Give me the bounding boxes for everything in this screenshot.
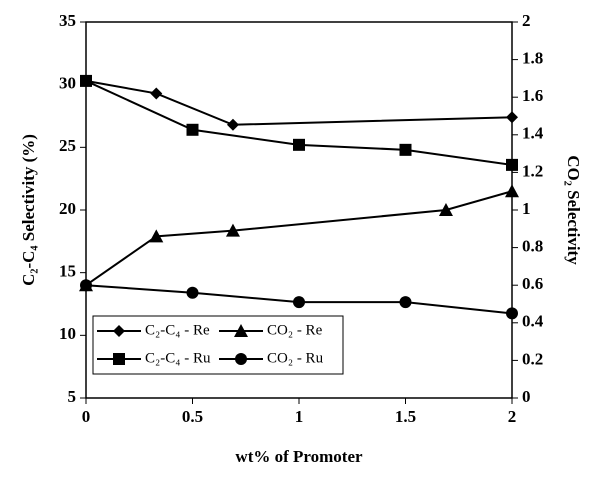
marker bbox=[438, 203, 453, 216]
y-tick-label: 25 bbox=[59, 136, 76, 155]
y2-axis-title: CO₂ Selectivity bbox=[564, 155, 583, 265]
y-tick-label: 15 bbox=[59, 262, 76, 281]
series-line bbox=[85, 79, 513, 126]
marker bbox=[506, 158, 518, 171]
y2-tick-label: 0.4 bbox=[522, 312, 544, 331]
legend-label: C₂-C₄ - Re bbox=[145, 322, 210, 338]
marker bbox=[399, 296, 412, 309]
marker bbox=[234, 324, 248, 337]
y-tick-label: 20 bbox=[59, 199, 76, 218]
legend bbox=[92, 315, 344, 375]
y2-tick-label: 1 bbox=[522, 199, 531, 218]
marker bbox=[80, 279, 92, 292]
x-tick-label: 2 bbox=[508, 407, 517, 426]
legend-label: C₂-C₄ - Ru bbox=[145, 350, 211, 366]
marker bbox=[235, 353, 247, 365]
y2-tick-label: 1.6 bbox=[522, 86, 543, 105]
x-tick-label: 1.5 bbox=[395, 407, 416, 426]
y-tick-label: 30 bbox=[59, 74, 76, 93]
marker bbox=[80, 74, 92, 87]
marker bbox=[225, 223, 240, 237]
y2-tick-label: 1.2 bbox=[522, 161, 543, 180]
marker bbox=[226, 118, 239, 131]
y2-tick-label: 1.8 bbox=[522, 49, 543, 68]
y2-tick-label: 2 bbox=[522, 11, 531, 30]
legend-label: CO₂ - Re bbox=[267, 322, 323, 338]
y2-tick-label: 1.4 bbox=[522, 124, 544, 143]
marker bbox=[505, 184, 519, 198]
y-tick-label: 5 bbox=[68, 387, 77, 406]
marker bbox=[506, 111, 518, 124]
marker bbox=[293, 138, 305, 151]
marker bbox=[186, 286, 199, 299]
marker bbox=[113, 325, 125, 337]
x-axis-title: wt% of Promoter bbox=[235, 447, 363, 466]
x-tick-label: 0 bbox=[82, 407, 91, 426]
series-line bbox=[85, 190, 513, 287]
marker bbox=[186, 123, 199, 136]
legend-label: CO₂ - Ru bbox=[267, 350, 324, 366]
y-tick-label: 10 bbox=[59, 324, 76, 343]
y-tick-label: 35 bbox=[59, 11, 76, 30]
marker bbox=[149, 229, 164, 243]
marker bbox=[113, 353, 125, 365]
y2-tick-label: 0.6 bbox=[522, 274, 543, 293]
y-axis-title: C₂-C₄ Selectivity (%) bbox=[19, 134, 38, 286]
x-tick-label: 1 bbox=[295, 407, 304, 426]
y2-tick-label: 0 bbox=[522, 387, 531, 406]
x-tick-label: 0.5 bbox=[182, 407, 203, 426]
marker bbox=[506, 307, 518, 320]
marker bbox=[399, 143, 412, 156]
y2-tick-label: 0.8 bbox=[522, 237, 543, 256]
marker bbox=[150, 87, 163, 100]
marker bbox=[293, 296, 305, 309]
y2-tick-label: 0.2 bbox=[522, 349, 543, 368]
